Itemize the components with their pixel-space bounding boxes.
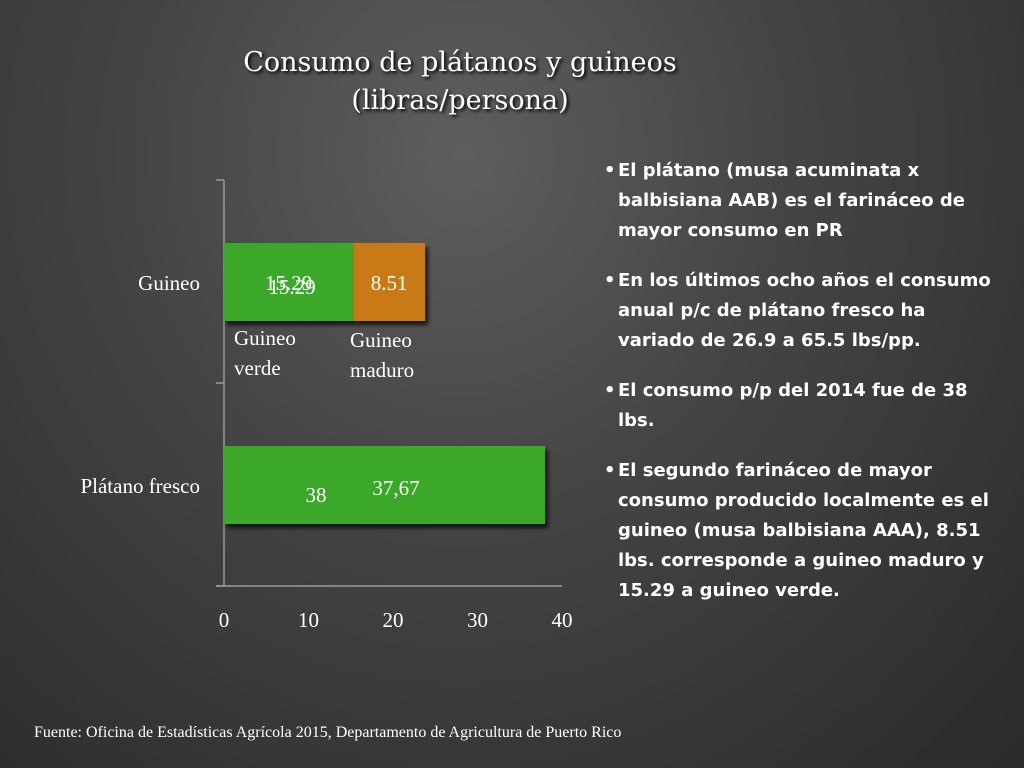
bar-green-1 — [224, 446, 546, 524]
data-label: 15.29 — [265, 271, 312, 295]
x-tick-label: 10 — [298, 608, 319, 632]
series-label-brown: Guineo — [350, 328, 412, 352]
bullet-list: El plátano (musa acuminata x balbisiana … — [604, 156, 1004, 626]
bar-chart: 0 10 20 30 40 Guineo Plátano fresco 15.29 8.51 38… — [80, 179, 573, 632]
x-tick-label: 40 — [552, 608, 573, 632]
data-label: 38 — [306, 483, 327, 507]
bullet-item: El consumo p/p del 2014 fue de 38 lbs. — [604, 376, 1004, 436]
series-label-green: Guineo — [234, 326, 296, 350]
x-tick-label: 0 — [219, 608, 230, 632]
title-line-1: Consumo de plátanos y guineos — [243, 47, 677, 78]
series-label-brown: maduro — [350, 358, 414, 382]
bar-green-0 — [224, 243, 354, 321]
category-label: Guineo — [138, 271, 200, 295]
bullet-item: En los últimos ocho años el consumo anua… — [604, 266, 1004, 356]
series-label-green: verde — [234, 356, 281, 380]
overlap-label: 15.29 — [268, 275, 315, 299]
annotation-label: 37,67 — [372, 476, 419, 500]
data-label: 8.51 — [371, 271, 408, 295]
x-tick-label: 30 — [467, 608, 488, 632]
bullet-item: El segundo farináceo de mayor consumo pr… — [604, 456, 1004, 606]
title-line-2: (libras/persona) — [351, 85, 569, 116]
x-tick-label: 20 — [383, 608, 404, 632]
category-label: Plátano fresco — [80, 474, 200, 498]
bullet-item: El plátano (musa acuminata x balbisiana … — [604, 156, 1004, 246]
bar-brown-0 — [353, 243, 426, 321]
chart-title: Consumo de plátanos y guineos (libras/pe… — [180, 44, 740, 120]
source-note: Fuente: Oficina de Estadísticas Agrícola… — [34, 724, 622, 741]
